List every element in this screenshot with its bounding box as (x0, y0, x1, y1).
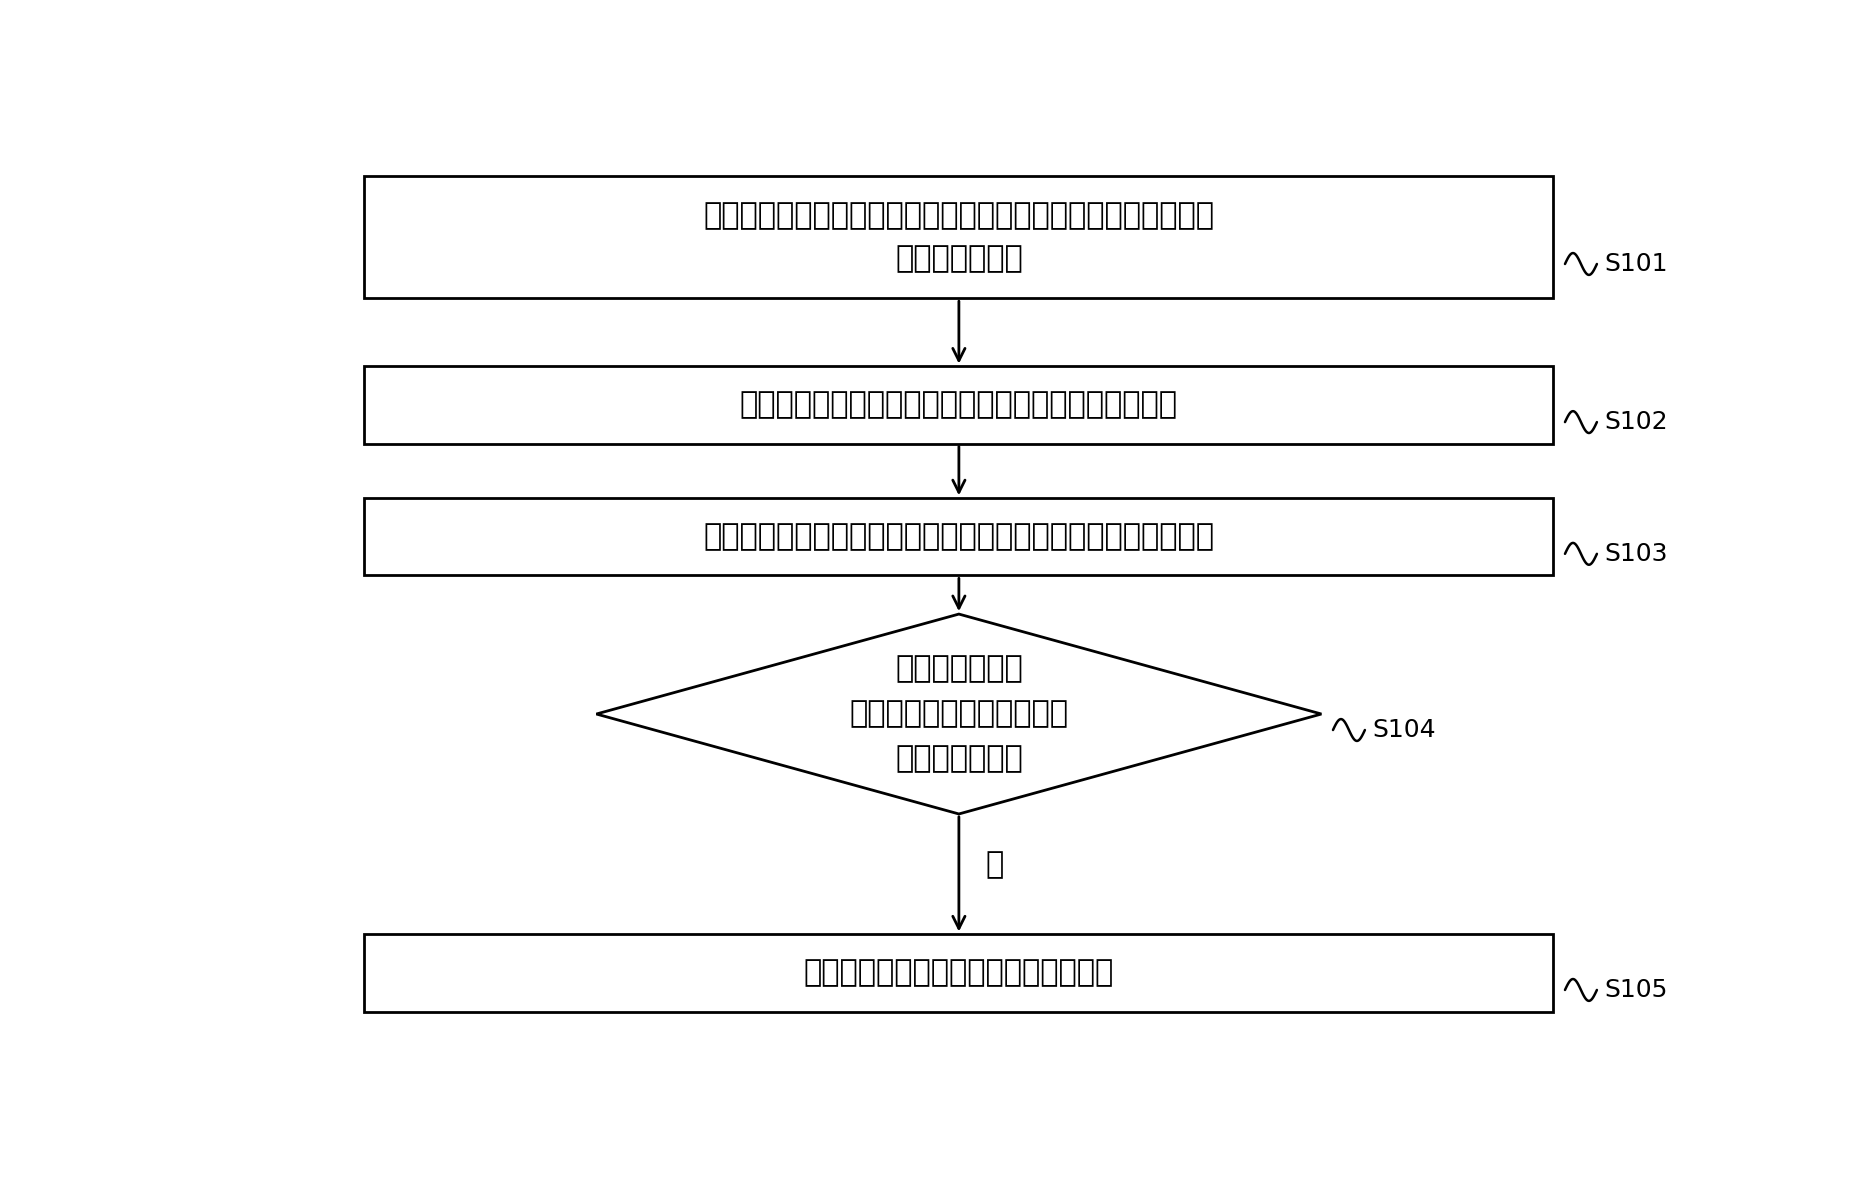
Text: 当电梯到达出货楼层并开启电梯门时，获取轿厢内部的第二图像: 当电梯到达出货楼层并开启电梯门时，获取轿厢内部的第二图像 (703, 523, 1214, 551)
FancyBboxPatch shape (365, 367, 1553, 444)
FancyBboxPatch shape (365, 176, 1553, 299)
Text: 当电梯在外召楼层接收货物并关闭梯门时，获取至少两种灯光模
式下的第一图像: 当电梯在外召楼层接收货物并关闭梯门时，获取至少两种灯光模 式下的第一图像 (703, 201, 1214, 273)
Text: S102: S102 (1603, 411, 1667, 434)
Text: 控制电梯门关闭并响应其他楼层的外召: 控制电梯门关闭并响应其他楼层的外召 (805, 958, 1113, 988)
Text: 基于第一图像确定货物区域并确定轿厢当前的灯光模式: 基于第一图像确定货物区域并确定轿厢当前的灯光模式 (739, 391, 1179, 420)
FancyBboxPatch shape (365, 498, 1553, 576)
Text: S104: S104 (1371, 717, 1435, 742)
Text: 是: 是 (984, 851, 1003, 879)
Text: 基于货物区域和
第二图像判断货物区域对应
的货物是否运出: 基于货物区域和 第二图像判断货物区域对应 的货物是否运出 (849, 655, 1068, 774)
Text: S103: S103 (1603, 542, 1667, 566)
Polygon shape (597, 614, 1321, 814)
FancyBboxPatch shape (365, 935, 1553, 1011)
Text: S105: S105 (1603, 978, 1667, 1002)
Text: S101: S101 (1603, 253, 1667, 276)
